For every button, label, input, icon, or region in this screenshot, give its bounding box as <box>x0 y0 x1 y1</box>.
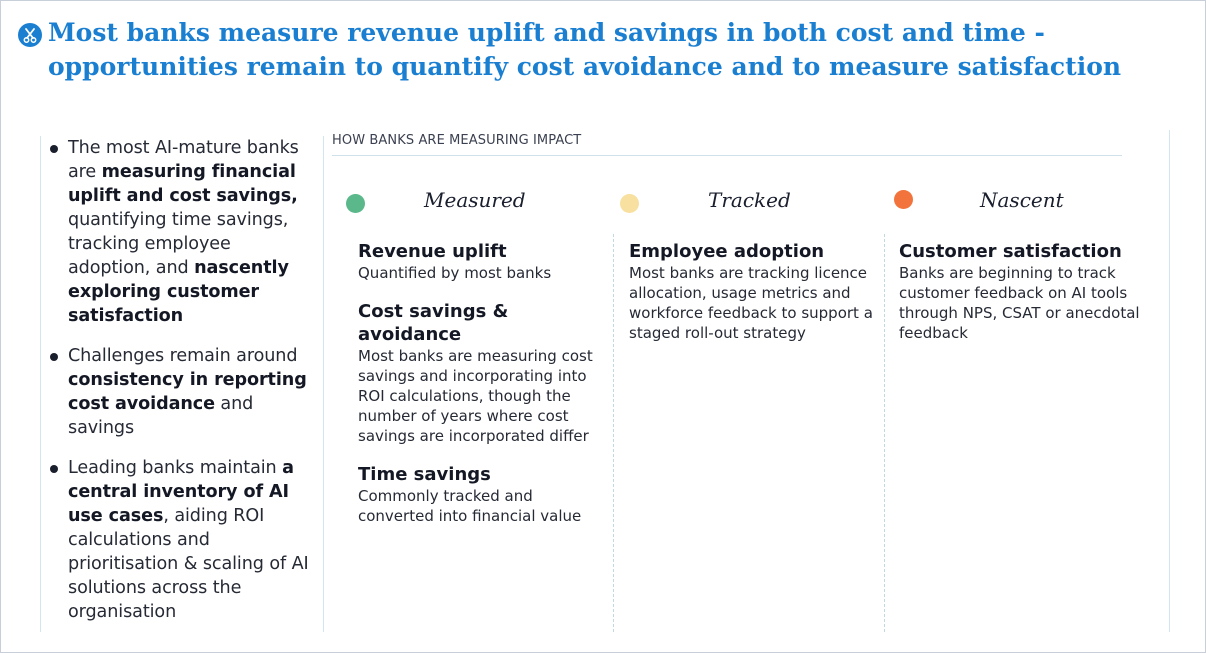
measured-items: Revenue uplift Quantified by most banks … <box>358 240 610 543</box>
column-measured: Measured <box>346 184 616 224</box>
key-findings-panel: The most AI-mature banks are measuring f… <box>40 136 324 632</box>
item-description: Commonly tracked and converted into fina… <box>358 487 582 525</box>
column-title: Tracked <box>708 188 791 212</box>
impact-item: Customer satisfaction Banks are beginnin… <box>899 240 1151 343</box>
page-title: Most banks measure revenue uplift and sa… <box>48 18 1122 81</box>
status-dot-icon <box>894 190 913 209</box>
item-title: Cost savings & avoidance <box>358 301 509 345</box>
impact-item: Employee adoption Most banks are trackin… <box>629 240 881 343</box>
key-findings-list: The most AI-mature banks are measuring f… <box>41 136 323 624</box>
impact-item: Cost savings & avoidance Most banks are … <box>358 300 610 446</box>
impact-item: Revenue uplift Quantified by most banks <box>358 240 610 283</box>
column-title: Measured <box>424 188 526 212</box>
finding-bullet: Leading banks maintain a central invento… <box>49 456 317 624</box>
item-description: Most banks are measuring cost savings an… <box>358 347 593 445</box>
status-dot-icon <box>346 194 365 213</box>
impact-item: Time savings Commonly tracked and conver… <box>358 463 610 526</box>
column-header: Tracked <box>620 184 890 224</box>
scissors-icon <box>18 23 42 47</box>
column-divider <box>884 234 885 632</box>
item-description: Most banks are tracking licence allocati… <box>629 264 873 342</box>
column-header: Measured <box>346 184 616 224</box>
column-divider <box>613 234 614 632</box>
nascent-items: Customer satisfaction Banks are beginnin… <box>899 240 1151 360</box>
item-description: Banks are beginning to track customer fe… <box>899 264 1140 342</box>
item-title: Time savings <box>358 464 491 485</box>
item-description: Quantified by most banks <box>358 264 552 282</box>
tracked-items: Employee adoption Most banks are trackin… <box>629 240 881 360</box>
item-title: Employee adoption <box>629 241 825 262</box>
column-tracked: Tracked <box>620 184 890 224</box>
column-title: Nascent <box>980 188 1064 212</box>
item-title: Revenue uplift <box>358 241 507 262</box>
finding-bullet: Challenges remain around consistency in … <box>49 344 317 440</box>
column-nascent: Nascent <box>894 184 1164 224</box>
status-dot-icon <box>620 194 639 213</box>
finding-bullet: The most AI-mature banks are measuring f… <box>49 136 317 328</box>
item-title: Customer satisfaction <box>899 241 1122 262</box>
column-header: Nascent <box>894 184 1164 224</box>
impact-panel: HOW BANKS ARE MEASURING IMPACT Measured … <box>332 130 1170 632</box>
section-label: HOW BANKS ARE MEASURING IMPACT <box>332 133 582 148</box>
section-divider <box>332 155 1122 156</box>
